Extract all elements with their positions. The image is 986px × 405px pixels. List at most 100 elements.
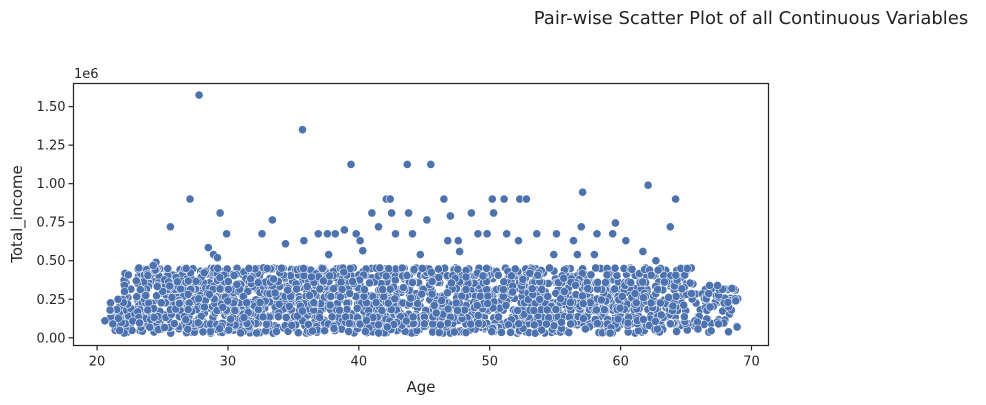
data-point: [253, 278, 263, 288]
data-point: [502, 229, 512, 239]
data-point: [578, 291, 587, 301]
data-point: [529, 306, 539, 315]
data-point: [326, 292, 336, 301]
data-point: [439, 194, 449, 204]
data-point: [473, 311, 483, 320]
data-point: [447, 278, 456, 288]
data-point: [406, 293, 416, 303]
data-point: [320, 326, 329, 336]
data-point: [149, 313, 159, 322]
data-point: [391, 229, 400, 239]
data-point: [362, 316, 371, 325]
data-point: [120, 287, 129, 296]
data-point: [685, 278, 695, 288]
data-point: [205, 289, 214, 299]
data-point: [401, 316, 411, 326]
data-point: [482, 263, 491, 273]
data-point: [367, 208, 377, 218]
data-point: [466, 319, 476, 329]
data-point: [535, 294, 545, 304]
data-point: [638, 247, 648, 256]
data-point: [329, 324, 339, 333]
data-point: [274, 299, 284, 309]
y-axis-label: Total_income: [8, 165, 27, 263]
data-point: [230, 306, 240, 315]
data-point: [270, 288, 280, 298]
data-point: [183, 324, 193, 334]
data-point: [175, 299, 184, 308]
data-point: [672, 327, 681, 336]
data-point: [571, 280, 580, 290]
data-points: [100, 90, 743, 338]
data-point: [487, 327, 497, 336]
data-point: [527, 284, 537, 294]
data-point: [593, 319, 602, 328]
data-point: [269, 274, 278, 284]
data-point: [605, 328, 615, 338]
data-point: [277, 263, 286, 273]
data-point: [626, 278, 636, 287]
data-point: [246, 274, 256, 284]
data-point: [371, 298, 381, 307]
data-point: [651, 256, 661, 266]
data-point: [666, 319, 675, 329]
data-point: [172, 277, 182, 287]
data-point: [529, 320, 539, 330]
data-point: [443, 304, 453, 314]
data-point: [337, 285, 347, 294]
data-point: [630, 289, 640, 298]
data-point: [185, 194, 195, 204]
data-point: [434, 328, 444, 337]
data-point: [610, 284, 619, 294]
data-point: [494, 312, 503, 322]
data-point: [402, 160, 412, 169]
data-point: [651, 316, 660, 326]
data-point: [623, 318, 633, 328]
data-point: [453, 306, 462, 315]
data-point: [443, 236, 453, 246]
data-point: [660, 277, 669, 287]
data-point: [525, 268, 535, 278]
data-point: [668, 301, 678, 311]
data-point: [262, 319, 271, 329]
data-point: [732, 322, 742, 332]
data-point: [487, 194, 497, 204]
data-point: [390, 294, 400, 304]
data-point: [671, 194, 680, 204]
data-point: [727, 284, 737, 293]
data-point: [141, 291, 151, 300]
data-point: [549, 321, 559, 331]
data-point: [324, 250, 334, 259]
data-point: [602, 270, 612, 280]
data-point: [113, 294, 123, 304]
y-tick-label: 0.50: [37, 254, 66, 269]
data-point: [284, 301, 294, 311]
plot-frame: [72, 82, 770, 347]
data-point: [244, 264, 254, 273]
data-point: [198, 327, 208, 337]
data-point: [374, 328, 384, 338]
x-tick-label: 20: [89, 355, 106, 370]
data-point: [434, 264, 443, 274]
data-point: [181, 315, 191, 325]
data-point: [199, 268, 209, 278]
data-point: [489, 208, 498, 218]
data-point: [543, 292, 553, 301]
data-point: [135, 318, 144, 328]
data-point: [355, 236, 365, 246]
data-point: [639, 315, 648, 324]
data-point: [404, 208, 413, 218]
data-point: [418, 264, 427, 273]
data-point: [165, 281, 175, 291]
data-point: [254, 305, 263, 314]
data-point: [610, 263, 620, 273]
data-point: [723, 297, 733, 307]
data-point: [313, 229, 323, 239]
data-point: [351, 229, 361, 239]
data-point: [402, 271, 412, 280]
data-point: [375, 263, 385, 273]
data-point: [293, 328, 303, 338]
data-point: [298, 306, 307, 316]
data-point: [482, 229, 492, 239]
data-point: [193, 318, 203, 328]
